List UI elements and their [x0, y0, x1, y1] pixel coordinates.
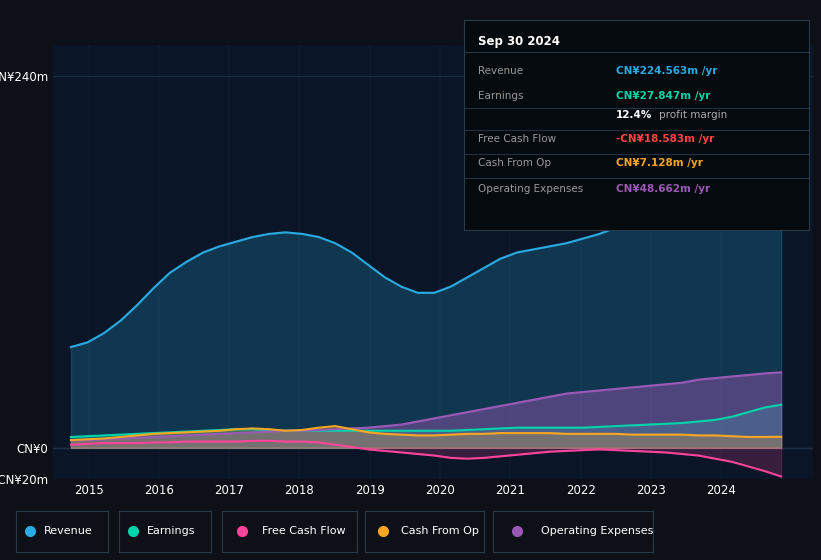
Text: Earnings: Earnings	[478, 91, 523, 101]
Text: 12.4%: 12.4%	[616, 110, 652, 120]
Text: Revenue: Revenue	[44, 526, 93, 536]
Text: Cash From Op: Cash From Op	[478, 158, 551, 169]
Text: CN¥27.847m /yr: CN¥27.847m /yr	[616, 91, 710, 101]
Text: Revenue: Revenue	[478, 66, 523, 76]
Text: Free Cash Flow: Free Cash Flow	[263, 526, 346, 536]
Text: Cash From Op: Cash From Op	[401, 526, 479, 536]
Text: profit margin: profit margin	[658, 110, 727, 120]
Text: Operating Expenses: Operating Expenses	[478, 184, 583, 194]
Text: CN¥48.662m /yr: CN¥48.662m /yr	[616, 184, 709, 194]
Text: Operating Expenses: Operating Expenses	[540, 526, 653, 536]
Text: CN¥224.563m /yr: CN¥224.563m /yr	[616, 66, 717, 76]
Text: CN¥7.128m /yr: CN¥7.128m /yr	[616, 158, 703, 169]
Text: Free Cash Flow: Free Cash Flow	[478, 134, 556, 144]
Text: Sep 30 2024: Sep 30 2024	[478, 35, 560, 48]
Text: -CN¥18.583m /yr: -CN¥18.583m /yr	[616, 134, 713, 144]
Text: Earnings: Earnings	[147, 526, 195, 536]
